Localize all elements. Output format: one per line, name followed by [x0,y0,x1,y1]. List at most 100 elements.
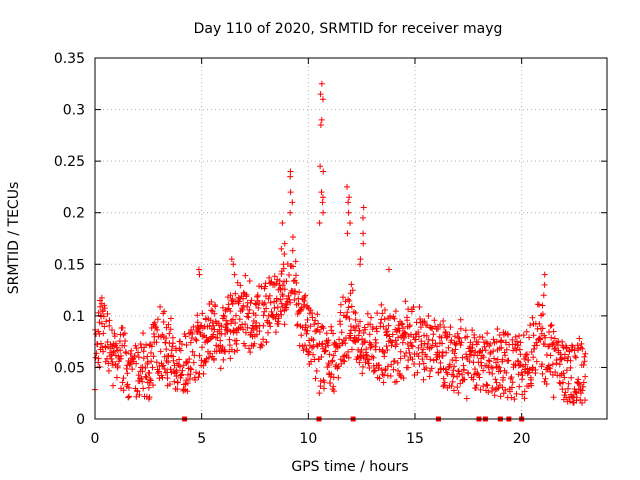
data-point [499,356,506,363]
data-point [582,373,589,380]
data-point [183,359,190,366]
data-point [144,353,151,360]
data-point [572,354,579,361]
data-point [252,312,259,319]
data-point [415,329,422,336]
data-point [490,336,497,343]
data-point [291,296,298,303]
data-point [112,340,119,347]
data-point [236,298,243,305]
data-point [459,371,466,378]
data-point [240,302,247,309]
data-point [474,370,481,377]
data-point [289,234,296,241]
data-point [439,340,446,347]
data-point [457,380,464,387]
data-point [412,336,419,343]
data-point [214,334,221,341]
data-point [397,348,404,355]
data-point [110,348,117,355]
data-point [290,263,297,270]
data-point [558,354,565,361]
data-point [322,347,329,354]
data-point [99,308,106,315]
data-point [140,385,147,392]
data-point [525,357,532,364]
data-point [483,339,490,346]
y-tick-label: 0.25 [54,154,85,170]
data-point [255,305,262,312]
data-point [261,299,268,306]
data-point [416,304,423,311]
y-tick-label: 0.35 [54,51,85,67]
data-point [125,384,132,391]
data-point [265,313,272,320]
data-point [480,383,487,390]
data-point [359,214,366,221]
data-point [385,322,392,329]
data-point [421,318,428,325]
data-point [428,365,435,372]
data-point [191,352,198,359]
data-point [383,343,390,350]
data-point [155,333,162,340]
data-point [154,370,161,377]
data-point [508,394,515,401]
data-point [166,381,173,388]
data-point [186,355,193,362]
data-point [398,374,405,381]
data-point [493,359,500,366]
data-point [105,360,112,367]
data-point [352,309,359,316]
data-point [418,342,425,349]
data-point [131,352,138,359]
data-point [261,308,268,315]
data-point [263,305,270,312]
data-point [508,374,515,381]
data-point [528,376,535,383]
data-point [280,265,287,272]
data-point [151,333,158,340]
data-point [274,276,281,283]
data-point [137,340,144,347]
data-point [165,359,172,366]
data-point [361,339,368,346]
data-point [533,358,540,365]
data-point [342,340,349,347]
data-point [579,400,586,407]
data-point [457,316,464,323]
data-point [339,340,346,347]
data-point [222,331,229,338]
data-point [229,300,236,307]
data-point [370,354,377,361]
data-point [292,258,299,265]
data-point [169,340,176,347]
data-point [161,308,168,315]
data-point [354,354,361,361]
data-point [485,357,492,364]
x-tick-label: 5 [197,431,206,447]
data-point [95,328,102,335]
data-point [194,319,201,326]
data-point [103,318,110,325]
data-point [293,272,300,279]
data-point [318,116,325,123]
data-point [561,374,568,381]
data-point [100,313,107,320]
data-point [395,334,402,341]
data-point [441,324,448,331]
data-point [229,316,236,323]
data-point [220,356,227,363]
data-point [399,339,406,346]
data-point [439,353,446,360]
data-point [424,340,431,347]
data-point [313,341,320,348]
data-point [485,389,492,396]
data-point [533,342,540,349]
data-point [508,384,515,391]
data-point [390,366,397,373]
data-point [565,353,572,360]
data-point [286,272,293,279]
data-point [387,315,394,322]
data-point [405,345,412,352]
